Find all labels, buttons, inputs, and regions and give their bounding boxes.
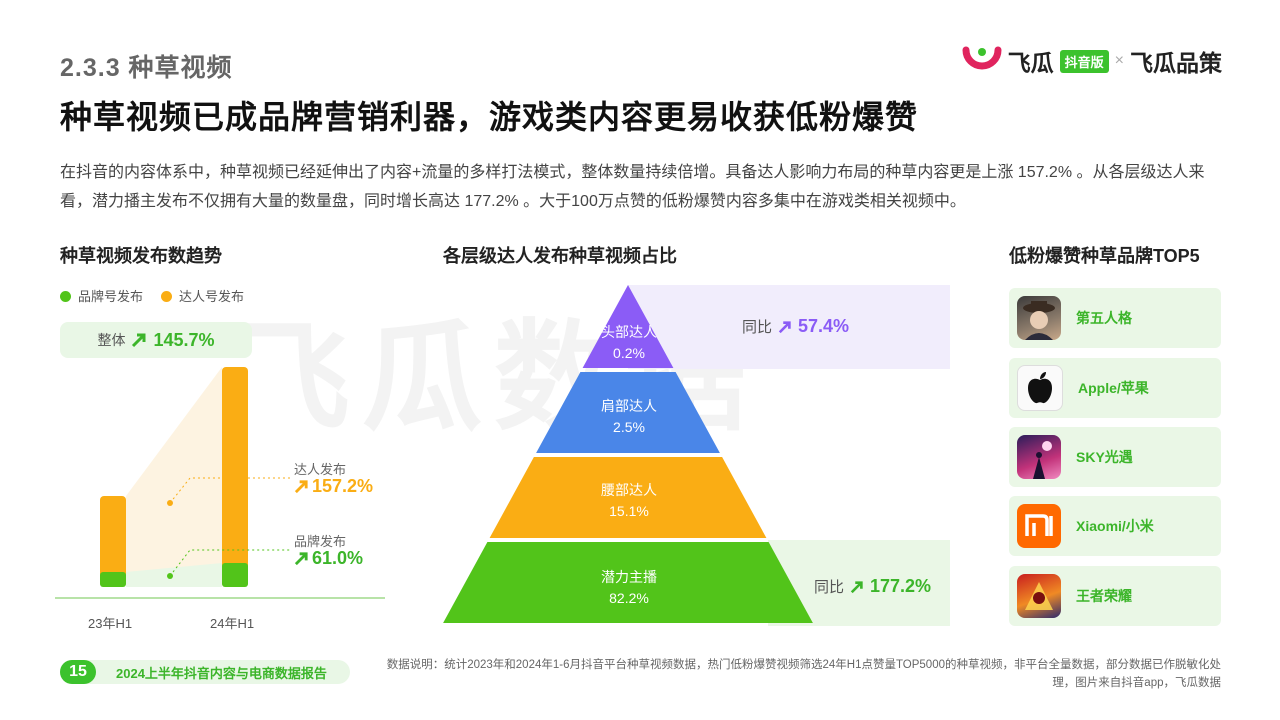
data-note: 数据说明：统计2023年和2024年1-6月抖音平台种草视频数据，热门低粉爆赞视… <box>386 659 1221 689</box>
legend-item-brand: 品牌号发布 <box>60 286 143 305</box>
bar-chart <box>55 367 385 599</box>
overall-growth-box: 整体 145.7% <box>60 322 252 358</box>
brand-name: Xiaomi/小米 <box>1076 518 1154 534</box>
brand-growth-label: 品牌发布 <box>294 534 347 549</box>
brand-card[interactable]: Xiaomi/小米 <box>1009 496 1221 556</box>
overall-growth-value: 145.7% <box>153 329 215 350</box>
up-arrow-icon <box>294 480 308 494</box>
x-tick-label: 23年H1 <box>88 616 133 631</box>
page-title: 种草视频已成品牌营销利器，游戏类内容更易收获低粉爆赞 <box>60 99 919 135</box>
pyramid-label-waist: 腰部达人 15.1% <box>601 482 657 519</box>
brand-name: 第五人格 <box>1076 310 1132 326</box>
brand-name: Apple/苹果 <box>1078 380 1149 396</box>
bottom-yoy: 同比 177.2% <box>814 576 931 597</box>
up-arrow-icon <box>132 333 146 348</box>
page-number: 15 <box>60 660 96 684</box>
kol-growth-value: 157.2% <box>312 476 374 496</box>
brand-growth-value: 61.0% <box>312 548 364 568</box>
report-title: 2024上半年抖音内容与电商数据报告 <box>116 665 327 681</box>
bar-kol <box>222 367 248 569</box>
bottom-yoy-value: 177.2% <box>870 576 932 596</box>
pyramid-tier <box>489 457 767 538</box>
bar-brand <box>100 572 126 587</box>
bar-legend: 品牌号发布 达人号发布 <box>60 286 244 305</box>
section-title: 2.3.3 种草视频 <box>60 54 233 82</box>
pyramid-label-potential: 潜力主播 82.2% <box>601 569 657 606</box>
brand-card[interactable]: 王者荣耀 <box>1009 566 1221 626</box>
brand-name: SKY光遇 <box>1076 449 1133 465</box>
brand-connector <box>169 549 290 577</box>
center-panel-title: 各层级达人发布种草视频占比 <box>443 246 677 266</box>
brand-logo2: 飞瓜品策 <box>1130 50 1222 76</box>
legend-item-kol: 达人号发布 <box>161 286 244 305</box>
bottom-yoy-label: 同比 <box>814 579 845 596</box>
pyramid-tier <box>582 285 674 368</box>
trend-area-brand <box>126 563 222 587</box>
brand-growth: 61.0% <box>294 548 363 569</box>
top-yoy-label: 同比 <box>742 319 773 336</box>
bar-brand <box>222 563 248 587</box>
brand-name: 王者荣耀 <box>1076 588 1132 604</box>
brand-card[interactable]: SKY光遇 <box>1009 427 1221 487</box>
pyramid-label-top: 头部达人 0.2% <box>601 324 657 361</box>
x-tick-label: 24年H1 <box>210 616 255 631</box>
legend-dot-kol <box>161 291 173 302</box>
apple-logo-icon <box>1017 365 1063 411</box>
feigua-logo-icon <box>962 46 1002 70</box>
up-arrow-icon <box>778 320 791 333</box>
left-panel-title: 种草视频发布数趋势 <box>60 246 222 266</box>
up-arrow-icon <box>850 580 863 593</box>
xiaomi-logo-icon <box>1017 504 1061 548</box>
honor-of-kings-icon <box>1017 574 1061 618</box>
pyramid-chart <box>443 285 813 623</box>
brand-separator: × <box>1114 52 1124 69</box>
kol-connector <box>169 477 290 504</box>
brand-logo: 飞瓜 抖音版 × 飞瓜品策 <box>962 44 1222 78</box>
kol-growth: 157.2% <box>294 476 373 497</box>
brand-badge: 抖音版 <box>1059 49 1109 73</box>
right-panel-title: 低粉爆赞种草品牌TOP5 <box>1009 246 1200 266</box>
sky-game-icon <box>1017 435 1061 479</box>
brand-logo1: 飞瓜 <box>1007 50 1054 76</box>
brand-card[interactable]: 第五人格 <box>1009 288 1221 348</box>
trend-area <box>126 367 222 587</box>
bar-kol <box>100 496 126 578</box>
brand-card[interactable]: Apple/苹果 <box>1009 358 1221 418</box>
overall-growth-label: 整体 <box>97 332 126 348</box>
up-arrow-icon <box>294 552 308 566</box>
legend-dot-brand <box>60 291 71 302</box>
pyramid-label-shoulder: 肩部达人 2.5% <box>601 398 657 435</box>
footer-page: 15 2024上半年抖音内容与电商数据报告 <box>60 660 350 684</box>
top-yoy: 同比 57.4% <box>742 316 849 337</box>
kol-growth-label: 达人发布 <box>294 462 347 477</box>
pyramid-tier <box>536 372 720 453</box>
top-yoy-value: 57.4% <box>798 316 850 336</box>
pyramid-tier <box>443 542 813 623</box>
page-description: 在抖音的内容体系中，种草视频已经延伸出了内容+流量的多样打法模式，整体数量持续倍… <box>60 164 1205 210</box>
identity-v-game-icon <box>1017 296 1061 340</box>
